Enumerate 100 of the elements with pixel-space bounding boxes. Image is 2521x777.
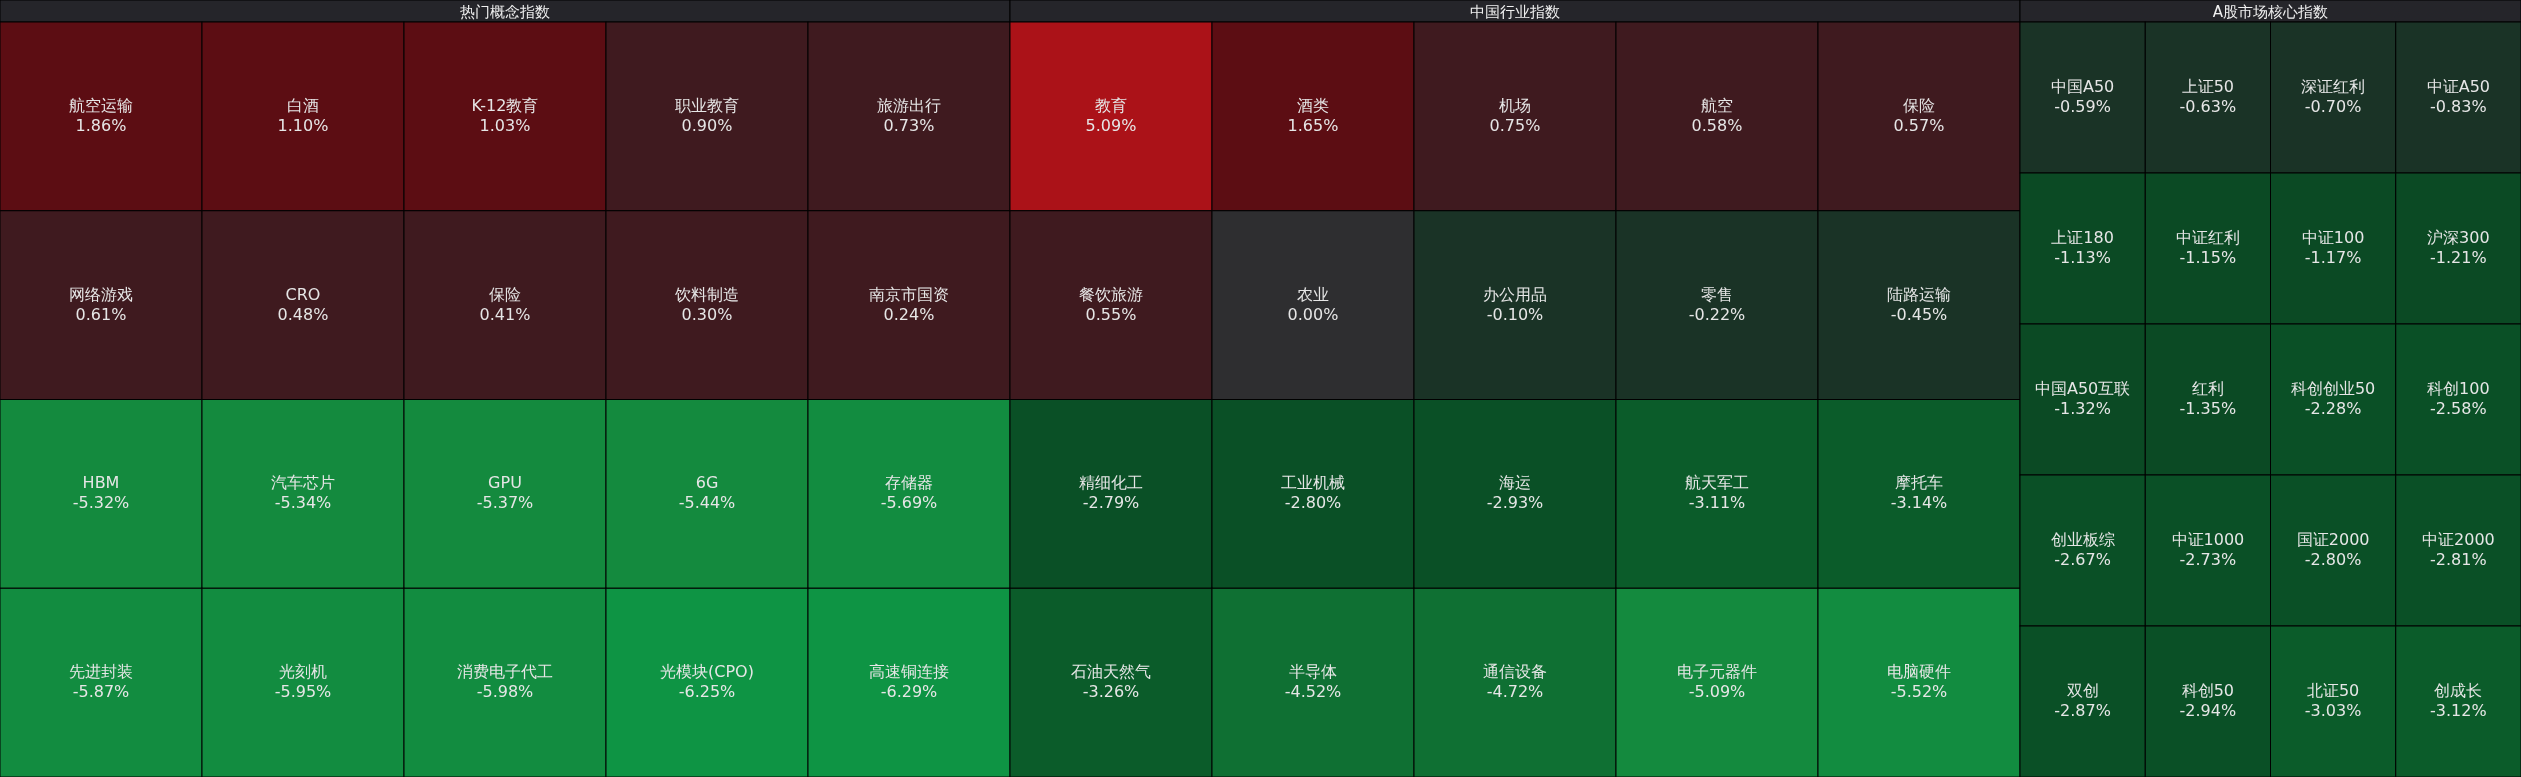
category-label: 双创 bbox=[2066, 681, 2099, 700]
data-label: 0.41% bbox=[479, 304, 531, 324]
data-label: 0.57% bbox=[1893, 115, 1945, 135]
category-label: 中证1000 bbox=[2171, 530, 2245, 549]
data-label: -3.14% bbox=[1890, 493, 1948, 513]
category-label: 创业板综 bbox=[2050, 530, 2115, 549]
data-label: -2.28% bbox=[2304, 399, 2362, 418]
data-label: -2.87% bbox=[2054, 701, 2111, 720]
data-label: 1.03% bbox=[479, 115, 531, 135]
data-label: -0.10% bbox=[1486, 304, 1544, 324]
data-label: -2.94% bbox=[2179, 701, 2237, 720]
category-label: 科创50 bbox=[2181, 681, 2235, 700]
category-label: 6G bbox=[695, 473, 719, 493]
category-label: 通信设备 bbox=[1483, 662, 1547, 682]
category-label: 零售 bbox=[1701, 284, 1733, 304]
category-label: 中证红利 bbox=[2175, 228, 2240, 247]
data-label: -5.34% bbox=[274, 493, 332, 513]
data-label: -5.98% bbox=[476, 682, 534, 702]
category-label: 中证100 bbox=[2301, 228, 2365, 247]
category-label: 航空运输 bbox=[69, 95, 133, 115]
data-label: 0.90% bbox=[681, 115, 733, 135]
data-label: -0.63% bbox=[2179, 97, 2237, 116]
data-label: 0.30% bbox=[681, 304, 733, 324]
data-label: -6.25% bbox=[678, 682, 736, 702]
data-label: -1.32% bbox=[2054, 399, 2111, 418]
category-label: 先进封装 bbox=[69, 662, 133, 682]
data-label: -2.80% bbox=[2304, 550, 2362, 569]
data-label: -1.17% bbox=[2304, 248, 2362, 267]
category-label: 科创100 bbox=[2427, 379, 2490, 398]
data-label: 1.65% bbox=[1287, 115, 1339, 135]
data-label: -5.32% bbox=[72, 493, 130, 513]
data-label: -4.52% bbox=[1284, 682, 1342, 702]
data-label: -5.52% bbox=[1890, 682, 1948, 702]
category-label: 中国A50 bbox=[2050, 77, 2115, 96]
data-label: -1.35% bbox=[2179, 399, 2237, 418]
category-label: 中证2000 bbox=[2422, 530, 2495, 549]
data-label: 0.75% bbox=[1489, 115, 1541, 135]
data-label: -0.70% bbox=[2304, 97, 2362, 116]
data-label: -5.44% bbox=[678, 493, 736, 513]
category-label: 北证50 bbox=[2306, 681, 2360, 700]
data-label: 0.58% bbox=[1691, 115, 1743, 135]
category-label: 旅游出行 bbox=[877, 95, 941, 115]
category-label: 航天军工 bbox=[1685, 473, 1749, 493]
category-label: 教育 bbox=[1095, 95, 1127, 115]
category-label: 上证180 bbox=[2051, 228, 2114, 247]
data-label: -3.11% bbox=[1688, 493, 1746, 513]
category-label: 工业机械 bbox=[1281, 473, 1345, 493]
data-label: 1.86% bbox=[75, 115, 127, 135]
data-label: -3.26% bbox=[1082, 682, 1140, 702]
data-label: -2.93% bbox=[1486, 493, 1544, 513]
data-label: -2.73% bbox=[2179, 550, 2237, 569]
category-label: 航空 bbox=[1701, 95, 1733, 115]
data-label: -2.67% bbox=[2054, 550, 2111, 569]
category-label: 摩托车 bbox=[1895, 473, 1943, 493]
text: 热门概念指数 bbox=[460, 2, 550, 21]
data-label: -2.80% bbox=[1284, 493, 1342, 513]
category-label: 深证红利 bbox=[2301, 77, 2366, 96]
category-label: 存储器 bbox=[885, 473, 933, 493]
data-label: -0.59% bbox=[2054, 97, 2111, 116]
category-label: 精细化工 bbox=[1079, 473, 1143, 493]
category-label: GPU bbox=[488, 473, 522, 493]
category-label: 创成长 bbox=[2434, 681, 2483, 700]
data-label: -5.09% bbox=[1688, 682, 1746, 702]
category-label: 保险 bbox=[489, 284, 521, 304]
data-label: -5.87% bbox=[72, 682, 130, 702]
category-label: 职业教育 bbox=[675, 95, 739, 115]
category-label: 国证2000 bbox=[2296, 530, 2370, 549]
category-label: 沪深300 bbox=[2427, 228, 2490, 247]
data-label: -2.58% bbox=[2430, 399, 2487, 418]
text: A股市场核心指数 bbox=[2212, 2, 2329, 21]
data-label: -1.21% bbox=[2430, 248, 2487, 267]
category-label: 电脑硬件 bbox=[1887, 662, 1951, 682]
data-label: -0.45% bbox=[1890, 304, 1948, 324]
data-label: -5.69% bbox=[880, 493, 938, 513]
category-label: 汽车芯片 bbox=[271, 473, 335, 493]
data-label: -3.12% bbox=[2430, 701, 2487, 720]
category-label: 高速铜连接 bbox=[869, 662, 949, 682]
data-label: -3.03% bbox=[2304, 701, 2362, 720]
data-label: -0.22% bbox=[1688, 304, 1746, 324]
category-label: 农业 bbox=[1297, 284, 1329, 304]
category-label: 红利 bbox=[2191, 379, 2224, 398]
category-label: 石油天然气 bbox=[1071, 662, 1151, 682]
category-label: 中证A50 bbox=[2426, 77, 2491, 96]
data-label: 0.00% bbox=[1287, 304, 1339, 324]
data-label: -0.83% bbox=[2430, 97, 2487, 116]
data-label: -6.29% bbox=[880, 682, 938, 702]
data-label: 0.73% bbox=[883, 115, 935, 135]
category-label: 科创创业50 bbox=[2290, 379, 2376, 398]
category-label: K-12教育 bbox=[471, 95, 539, 115]
data-label: -2.81% bbox=[2430, 550, 2487, 569]
data-label: -1.13% bbox=[2054, 248, 2111, 267]
category-label: 机场 bbox=[1499, 95, 1531, 115]
data-label: -5.95% bbox=[274, 682, 332, 702]
category-label: 光模块(CPO) bbox=[660, 662, 754, 682]
data-label: 0.48% bbox=[277, 304, 329, 324]
category-label: 光刻机 bbox=[279, 662, 327, 682]
category-label: 陆路运输 bbox=[1887, 284, 1951, 304]
category-label: 电子元器件 bbox=[1677, 662, 1757, 682]
text: 中国行业指数 bbox=[1470, 2, 1560, 21]
data-label: 5.09% bbox=[1085, 115, 1137, 135]
